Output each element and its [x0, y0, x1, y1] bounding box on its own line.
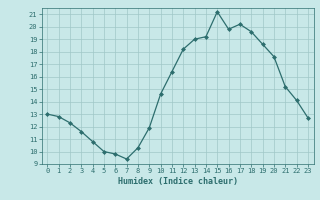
X-axis label: Humidex (Indice chaleur): Humidex (Indice chaleur) — [118, 177, 237, 186]
